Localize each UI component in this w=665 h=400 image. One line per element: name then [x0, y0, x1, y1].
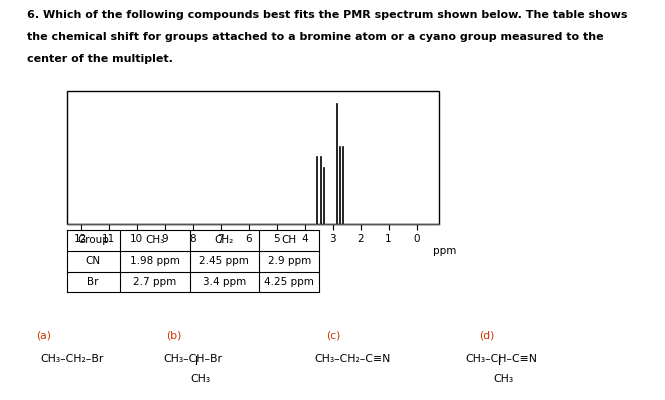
Text: 2.9 ppm: 2.9 ppm [267, 256, 311, 266]
Text: CH: CH [282, 235, 297, 245]
Text: 4.25 ppm: 4.25 ppm [264, 277, 314, 287]
Text: center of the multiplet.: center of the multiplet. [27, 54, 172, 64]
Text: CH₃: CH₃ [191, 374, 211, 384]
Text: CN: CN [86, 256, 100, 266]
Text: 6. Which of the following compounds best fits the PMR spectrum shown below. The : 6. Which of the following compounds best… [27, 10, 627, 20]
Text: (b): (b) [166, 330, 182, 340]
Text: 3.4 ppm: 3.4 ppm [203, 277, 246, 287]
Text: CH₃–CH₂–C≡N: CH₃–CH₂–C≡N [314, 354, 390, 364]
Text: CH₃–CH–Br: CH₃–CH–Br [163, 354, 222, 364]
Text: (d): (d) [479, 330, 494, 340]
Text: ppm: ppm [434, 246, 457, 256]
Text: Group: Group [77, 235, 109, 245]
Text: (a): (a) [37, 330, 52, 340]
Text: the chemical shift for groups attached to a bromine atom or a cyano group measur: the chemical shift for groups attached t… [27, 32, 603, 42]
Text: Br: Br [87, 277, 99, 287]
Text: (c): (c) [326, 330, 340, 340]
Text: CH₃–CH₂–Br: CH₃–CH₂–Br [40, 354, 103, 364]
Text: CH₃: CH₃ [145, 235, 164, 245]
Text: 2.7 ppm: 2.7 ppm [133, 277, 176, 287]
Text: CH₃: CH₃ [493, 374, 513, 384]
Text: 1.98 ppm: 1.98 ppm [130, 256, 180, 266]
Text: CH₃–CH–C≡N: CH₃–CH–C≡N [465, 354, 537, 364]
Text: 2.45 ppm: 2.45 ppm [200, 256, 249, 266]
Text: CH₂: CH₂ [215, 235, 234, 245]
